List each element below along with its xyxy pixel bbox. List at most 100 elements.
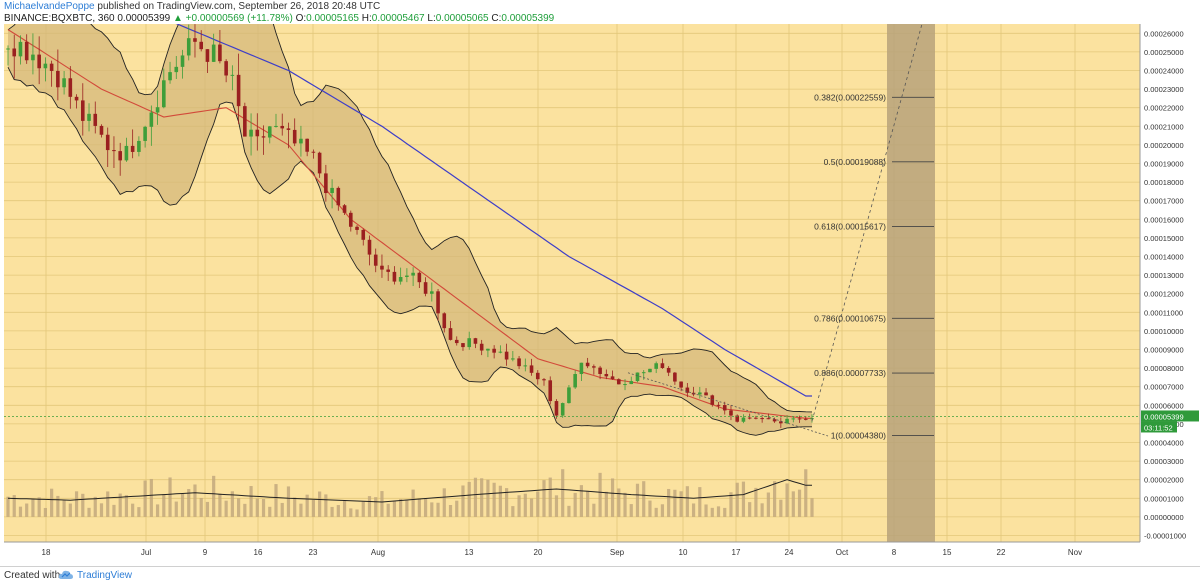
candle-body (299, 138, 303, 144)
volume-bar (548, 477, 552, 517)
candle-body (772, 419, 777, 422)
volume-bar (193, 484, 197, 517)
candle-body (274, 125, 278, 127)
volume-bar (417, 498, 421, 517)
candle-body (417, 272, 422, 283)
candle-body (211, 44, 216, 62)
volume-bar (804, 469, 808, 517)
volume-bar (205, 501, 210, 517)
candle-body (162, 80, 166, 108)
volume-bar (392, 500, 397, 517)
y-tick-label: 0.00009000 (1144, 345, 1184, 354)
volume-bar (667, 488, 671, 517)
volume-bar (448, 505, 453, 517)
volume-bar (6, 496, 10, 517)
volume-bar (230, 491, 234, 517)
volume-bar (293, 497, 297, 517)
ma-long-line (175, 24, 812, 397)
volume-bar (436, 502, 440, 517)
volume-average-line (7, 479, 812, 503)
candle-body (473, 338, 478, 344)
y-tick-label: -0.00001000 (1144, 531, 1186, 540)
candle-body (49, 63, 54, 71)
volume-bar (243, 503, 247, 517)
candle-body (143, 126, 147, 141)
volume-bar (349, 508, 353, 517)
x-tick-label: 24 (785, 548, 794, 557)
candle-body (679, 381, 683, 388)
low-label: L: (427, 13, 436, 24)
close-value: 0.00005399 (501, 13, 555, 24)
resistance-trendline (627, 372, 829, 437)
author-link[interactable]: MichaelvandePoppe (4, 1, 95, 12)
candle-body (504, 351, 509, 360)
volume-bar (237, 498, 241, 517)
candle-body (224, 61, 228, 76)
volume-bar (62, 500, 66, 517)
candle-body (230, 74, 235, 76)
volume-bar (299, 503, 303, 517)
volume-bar (374, 497, 378, 517)
x-tick-label: 22 (997, 548, 1006, 557)
chart-footer: Created with TradingView (0, 566, 1200, 587)
volume-bar (155, 504, 160, 517)
volume-bar (635, 483, 640, 517)
candle-body (791, 418, 796, 420)
candle-body (579, 362, 584, 375)
y-tick-label: 0.00023000 (1144, 85, 1184, 94)
candle-body (592, 366, 596, 368)
current-price: 0.00005399 (117, 13, 171, 24)
y-tick-label: 0.00026000 (1144, 29, 1184, 38)
x-tick-label: Nov (1068, 548, 1082, 557)
volume-bar (168, 477, 172, 517)
candle-body (722, 405, 727, 411)
candle-body (186, 38, 191, 56)
price-axis-background (1140, 24, 1200, 566)
volume-bar (660, 504, 665, 517)
volume-bar (212, 475, 216, 517)
candle-body (511, 358, 515, 360)
volume-bar (723, 507, 727, 517)
candle-body (37, 54, 41, 69)
chart-header: MichaelvandePoppe published on TradingVi… (0, 0, 1200, 24)
volume-bar (716, 506, 721, 517)
candle-body (292, 129, 297, 144)
candle-body (280, 125, 285, 129)
candle-body (629, 381, 634, 385)
volume-bar (112, 504, 116, 517)
candle-body (386, 269, 390, 272)
candle-body (398, 276, 403, 282)
candle-body (430, 291, 434, 294)
candle-body (68, 78, 73, 97)
candle-body (31, 54, 35, 61)
x-tick-label: 16 (254, 548, 263, 557)
volume-bar (498, 485, 502, 517)
volume-bar (37, 497, 41, 517)
candle-body (93, 113, 98, 126)
volume-bar (423, 498, 428, 517)
volume-bar (579, 485, 583, 517)
candle-body (741, 417, 746, 422)
y-tick-label: 0.00004000 (1144, 438, 1184, 447)
candle-body (554, 401, 559, 416)
candle-body (654, 363, 658, 369)
fib-level-label: 0.382(0.00022559) (814, 92, 886, 102)
y-tick-label: 0.00013000 (1144, 271, 1184, 280)
candle-body (660, 363, 665, 368)
volume-bar (523, 493, 527, 517)
volume-bar (50, 488, 54, 517)
volume-bar (12, 495, 16, 517)
volume-bar (87, 507, 91, 517)
tradingview-cloud-icon (58, 570, 73, 579)
tradingview-brand[interactable]: TradingView (58, 569, 132, 581)
volume-bar (311, 499, 315, 517)
candle-body (747, 417, 752, 419)
volume-bar (367, 496, 372, 517)
price-chart[interactable]: 0.00026000 0.00025000 0.00024000 0.00023000… (0, 24, 1200, 566)
y-tick-label: 0.00011000 (1144, 308, 1183, 317)
low-value: 0.00005065 (435, 13, 489, 24)
candle-body (330, 187, 334, 194)
y-tick-label: 0.00017000 (1144, 197, 1184, 206)
volume-bar (598, 472, 602, 517)
volume-bar (342, 500, 347, 517)
